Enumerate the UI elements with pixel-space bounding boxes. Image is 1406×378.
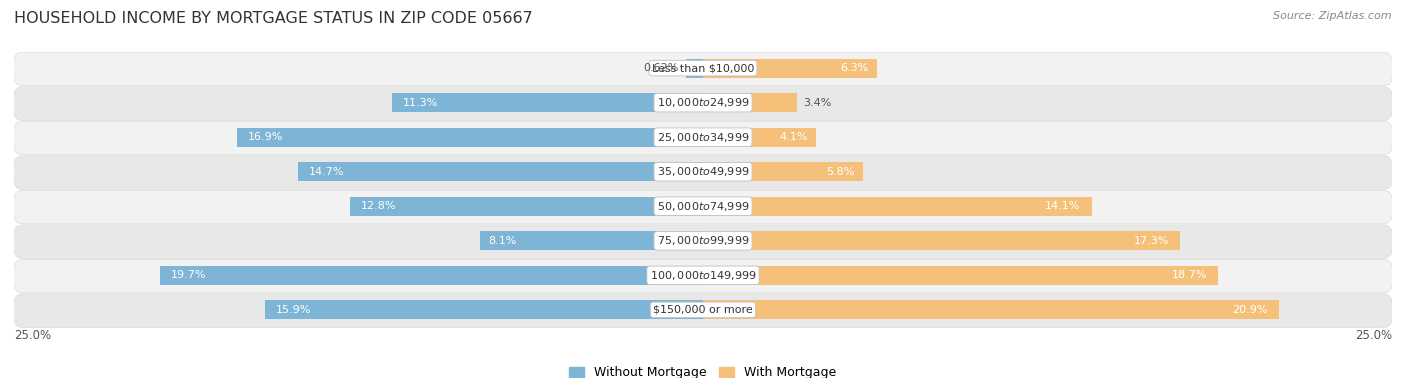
Text: 20.9%: 20.9% xyxy=(1233,305,1268,315)
Bar xyxy=(160,266,703,285)
Bar xyxy=(703,128,815,147)
Text: 4.1%: 4.1% xyxy=(779,132,807,142)
Bar xyxy=(703,59,876,77)
Text: 14.7%: 14.7% xyxy=(309,167,344,177)
Text: 0.62%: 0.62% xyxy=(644,63,679,73)
FancyBboxPatch shape xyxy=(14,225,1392,259)
Text: 8.1%: 8.1% xyxy=(488,236,516,246)
FancyBboxPatch shape xyxy=(14,259,1392,293)
Text: 25.0%: 25.0% xyxy=(14,329,51,342)
FancyBboxPatch shape xyxy=(14,156,1392,189)
Text: $150,000 or more: $150,000 or more xyxy=(654,305,752,315)
Text: $25,000 to $34,999: $25,000 to $34,999 xyxy=(657,131,749,144)
Bar xyxy=(479,231,703,250)
Bar xyxy=(238,128,703,147)
Legend: Without Mortgage, With Mortgage: Without Mortgage, With Mortgage xyxy=(564,361,842,378)
Text: 12.8%: 12.8% xyxy=(361,201,396,211)
Text: $35,000 to $49,999: $35,000 to $49,999 xyxy=(657,165,749,178)
Text: 18.7%: 18.7% xyxy=(1171,270,1208,280)
Text: 16.9%: 16.9% xyxy=(249,132,284,142)
Bar xyxy=(298,162,703,181)
Bar xyxy=(703,93,797,112)
FancyBboxPatch shape xyxy=(14,52,1392,86)
Bar xyxy=(703,301,1279,319)
FancyBboxPatch shape xyxy=(14,294,1392,327)
Bar xyxy=(392,93,703,112)
Text: $10,000 to $24,999: $10,000 to $24,999 xyxy=(657,96,749,109)
FancyBboxPatch shape xyxy=(14,191,1392,224)
FancyBboxPatch shape xyxy=(14,121,1392,155)
Text: 25.0%: 25.0% xyxy=(1355,329,1392,342)
Text: Less than $10,000: Less than $10,000 xyxy=(652,63,754,73)
Text: HOUSEHOLD INCOME BY MORTGAGE STATUS IN ZIP CODE 05667: HOUSEHOLD INCOME BY MORTGAGE STATUS IN Z… xyxy=(14,11,533,26)
Text: 15.9%: 15.9% xyxy=(276,305,311,315)
Bar xyxy=(703,231,1180,250)
Bar xyxy=(686,59,703,77)
Text: 5.8%: 5.8% xyxy=(827,167,855,177)
Bar xyxy=(703,197,1091,216)
Text: 17.3%: 17.3% xyxy=(1133,236,1168,246)
Text: $100,000 to $149,999: $100,000 to $149,999 xyxy=(650,269,756,282)
Bar xyxy=(703,162,863,181)
Text: 11.3%: 11.3% xyxy=(402,98,437,108)
Text: 14.1%: 14.1% xyxy=(1045,201,1081,211)
Text: Source: ZipAtlas.com: Source: ZipAtlas.com xyxy=(1274,11,1392,21)
Text: 6.3%: 6.3% xyxy=(841,63,869,73)
Text: 3.4%: 3.4% xyxy=(804,98,832,108)
Bar xyxy=(264,301,703,319)
Bar xyxy=(350,197,703,216)
Bar xyxy=(703,266,1219,285)
FancyBboxPatch shape xyxy=(14,87,1392,120)
Text: 19.7%: 19.7% xyxy=(172,270,207,280)
Text: $75,000 to $99,999: $75,000 to $99,999 xyxy=(657,234,749,247)
Text: $50,000 to $74,999: $50,000 to $74,999 xyxy=(657,200,749,213)
